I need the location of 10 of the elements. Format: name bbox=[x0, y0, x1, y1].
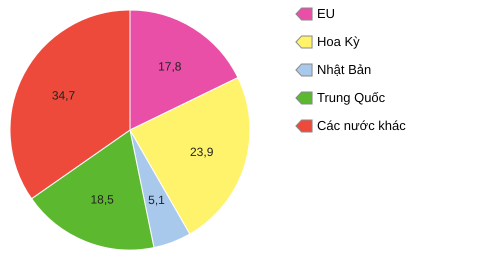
legend-label: Nhật Bản bbox=[317, 62, 372, 77]
data-label: 5,1 bbox=[148, 193, 166, 208]
data-label: 17,8 bbox=[158, 59, 182, 74]
data-label: 18,5 bbox=[90, 192, 114, 207]
data-label: 34,7 bbox=[52, 88, 76, 102]
legend-label: EU bbox=[317, 6, 336, 21]
legend-label: Các nước khác bbox=[317, 118, 406, 133]
legend-label: Trung Quốc bbox=[317, 90, 386, 105]
legend-label: Hoa Kỳ bbox=[317, 34, 360, 49]
data-label: 23,9 bbox=[190, 145, 214, 160]
